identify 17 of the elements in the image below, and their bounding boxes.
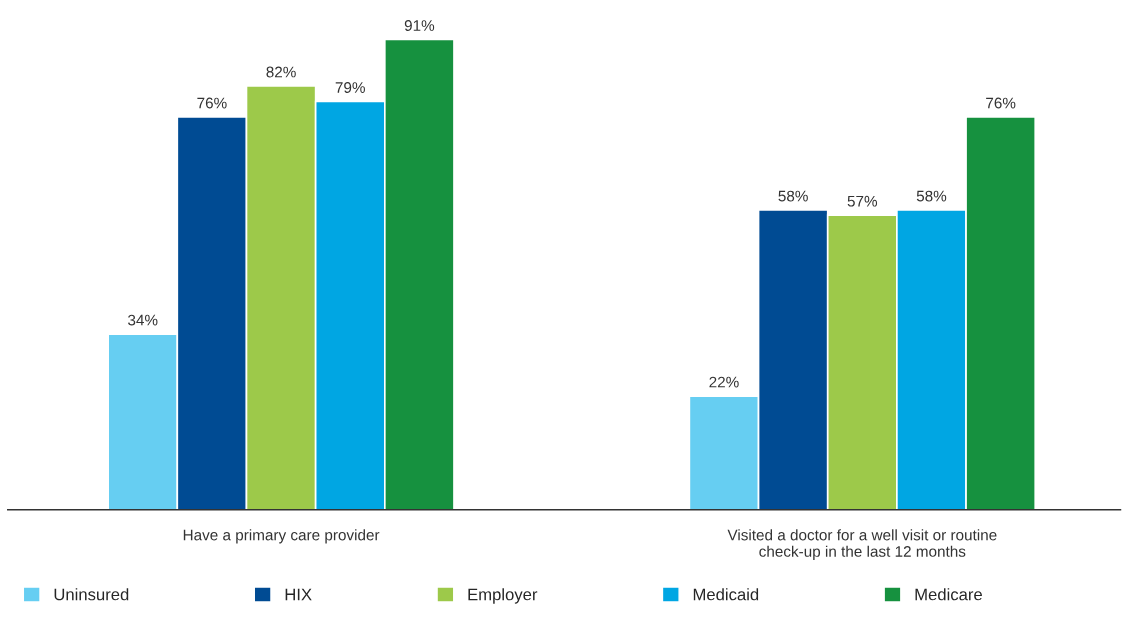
data-label: 58%	[916, 190, 947, 202]
data-label: 79%	[335, 82, 365, 93]
x-tick-label: Visited a doctor for a well visit or routine check-up in the last 12 months	[727, 529, 997, 560]
data-label: 76%	[197, 97, 227, 109]
legend-label: Employer	[468, 588, 538, 604]
x-tick-label: Have a primary care provider	[183, 529, 380, 544]
data-label: 22%	[709, 376, 739, 388]
data-label: 91%	[404, 20, 435, 31]
data-label: 76%	[986, 97, 1016, 109]
legend-label: Medicare	[915, 588, 982, 601]
legend-label: HIX	[285, 588, 312, 601]
data-label: 57%	[847, 195, 878, 207]
data-label: 82%	[266, 66, 296, 78]
legend-label: Uninsured	[54, 588, 129, 601]
legend-label: Medicaid	[693, 588, 759, 601]
data-label: 34%	[128, 314, 158, 326]
data-label: 58%	[778, 190, 808, 202]
